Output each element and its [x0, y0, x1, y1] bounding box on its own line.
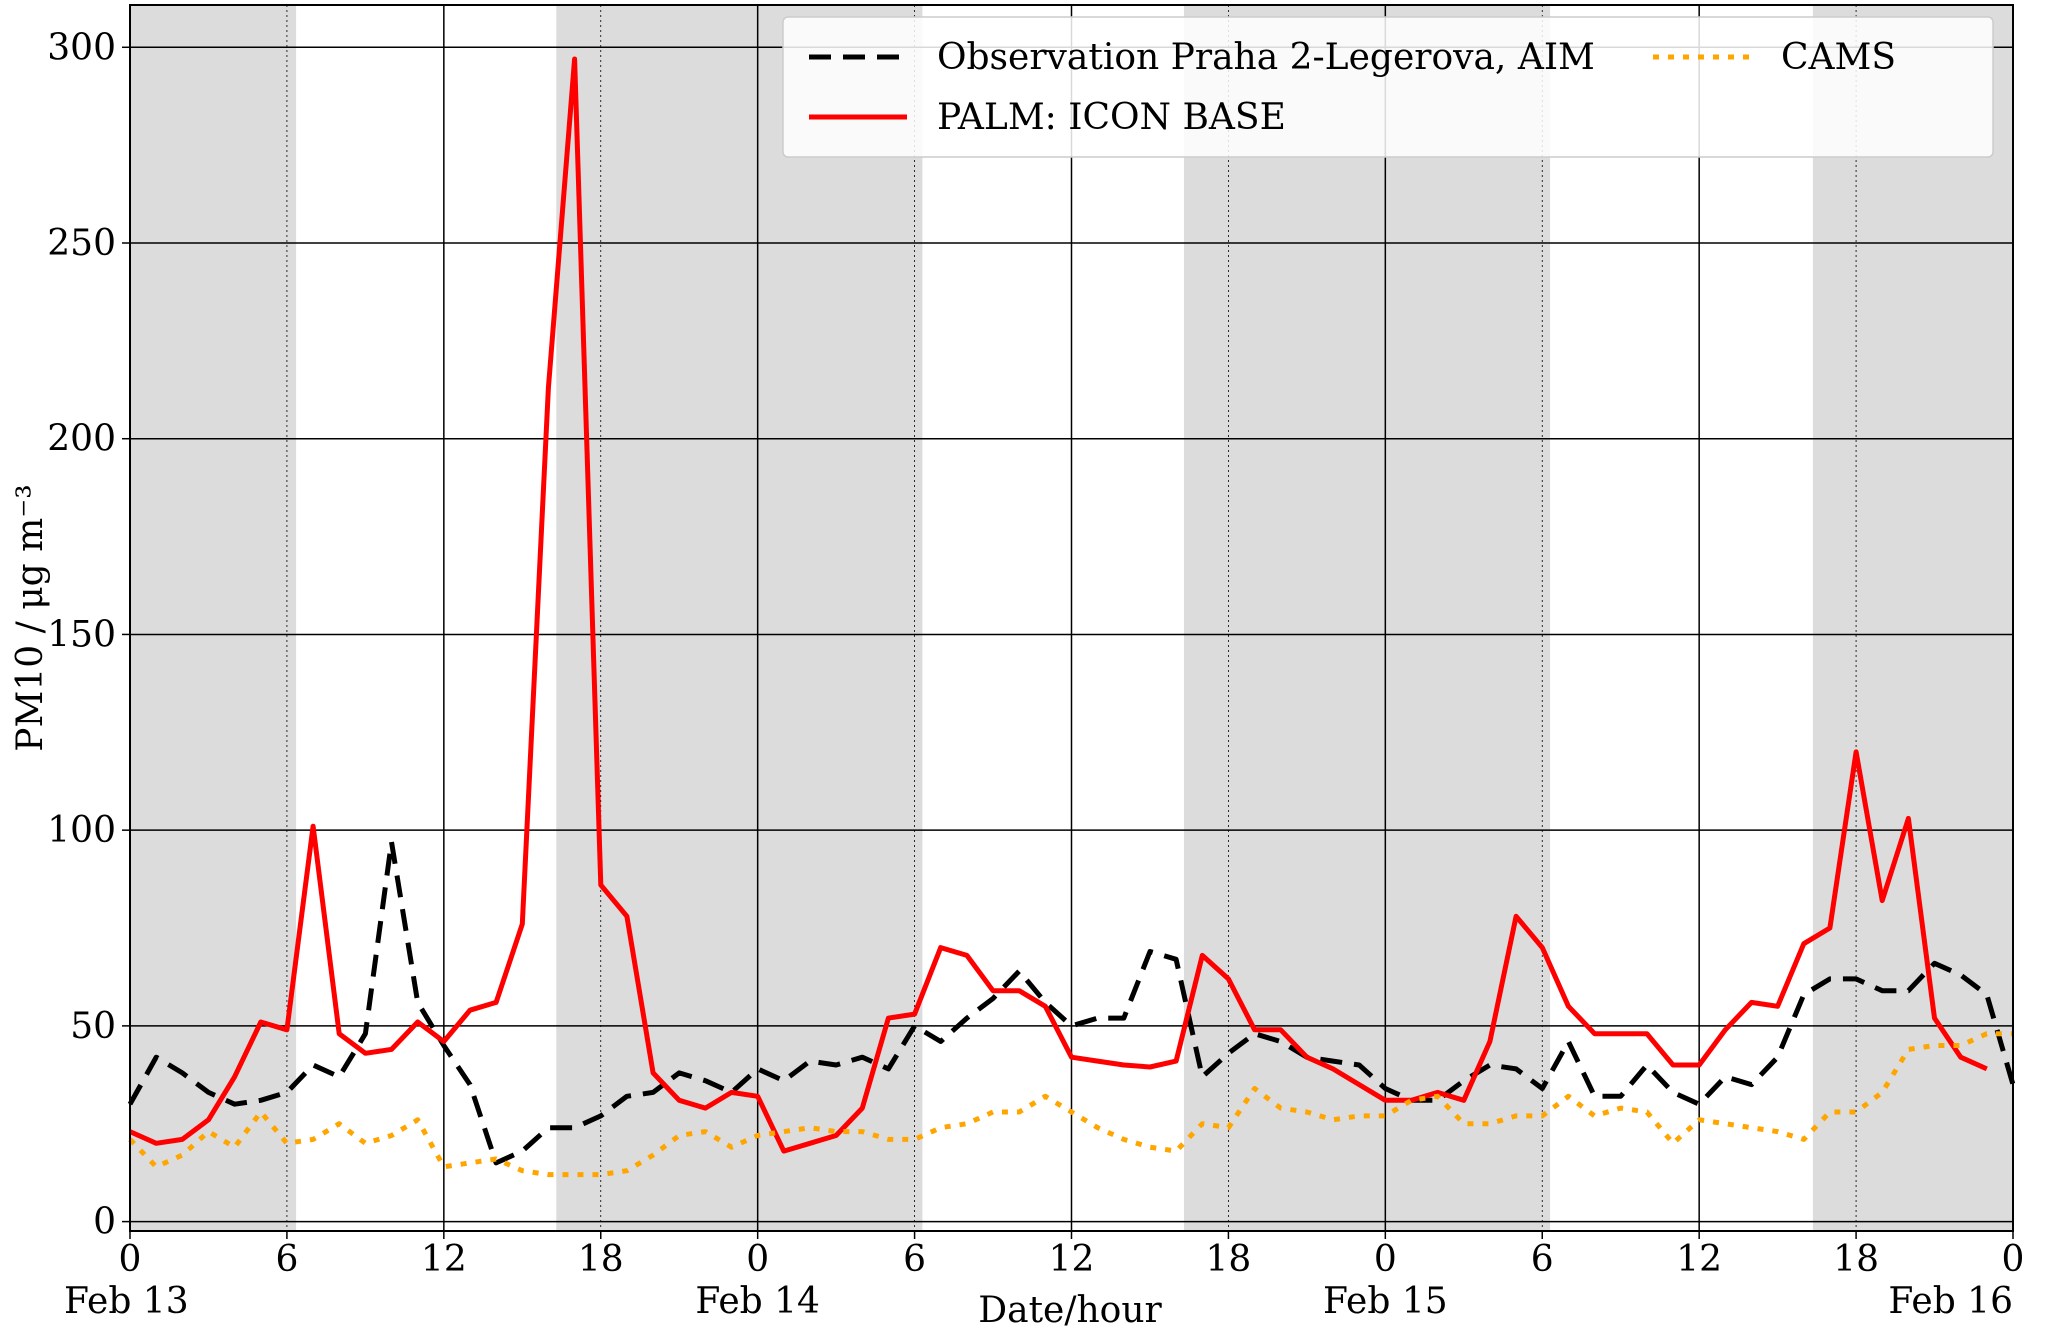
- y-tick-label: 150: [47, 614, 116, 655]
- x-tick-label: 18: [578, 1239, 624, 1280]
- date-label: Feb 15: [1323, 1281, 1448, 1322]
- x-tick-label: 0: [119, 1239, 142, 1280]
- series-line: [128, 56, 1988, 1154]
- date-label: Feb 16: [1888, 1281, 2013, 1322]
- series-line: [128, 1031, 2013, 1178]
- night-shade: [130, 5, 297, 1231]
- x-tick-label: 0: [1374, 1239, 1397, 1280]
- legend-label: CAMS: [1781, 37, 1896, 78]
- y-tick-label: 250: [47, 223, 116, 264]
- x-tick-label: 12: [421, 1239, 467, 1280]
- date-label: Feb 14: [695, 1281, 820, 1322]
- legend-label: PALM: ICON BASE: [937, 97, 1286, 138]
- x-tick-label: 12: [1676, 1239, 1722, 1280]
- x-tick-label: 6: [903, 1239, 926, 1280]
- date-label: Feb 13: [64, 1281, 189, 1322]
- legend-label: Observation Praha 2-Legerova, AIM: [937, 37, 1595, 78]
- y-axis-label: PM10 / μg m⁻³: [10, 484, 51, 751]
- y-tick-label: 0: [93, 1202, 116, 1243]
- night-shade: [556, 5, 923, 1231]
- night-shade: [1183, 5, 1551, 1231]
- y-tick-label: 300: [47, 27, 116, 68]
- y-tick-label: 50: [70, 1006, 116, 1047]
- x-tick-label: 6: [1531, 1239, 1554, 1280]
- x-axis-label: Date/hour: [978, 1290, 1162, 1331]
- x-tick-label: 6: [275, 1239, 298, 1280]
- plot-frame: [129, 4, 2014, 1232]
- x-tick-label: 0: [746, 1239, 769, 1280]
- legend-box: [782, 16, 1994, 158]
- x-tick-label: 12: [1049, 1239, 1095, 1280]
- y-tick-label: 100: [47, 810, 116, 851]
- x-tick-label: 18: [1206, 1239, 1252, 1280]
- x-tick-label: 0: [2002, 1239, 2025, 1280]
- night-shade: [1812, 5, 2013, 1231]
- series-line: [127, 839, 2016, 1166]
- y-tick-label: 200: [47, 419, 116, 460]
- x-tick-label: 18: [1833, 1239, 1879, 1280]
